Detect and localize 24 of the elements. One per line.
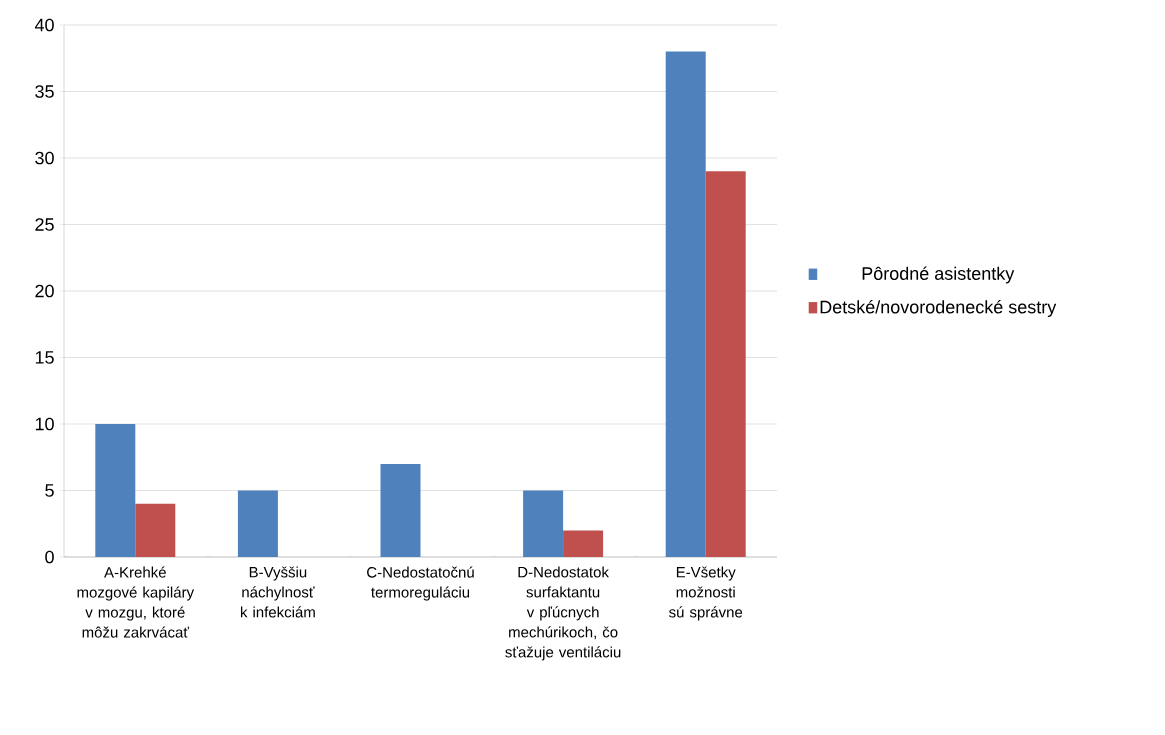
y-tick-label: 5 xyxy=(45,484,54,497)
y-tick-label: 25 xyxy=(35,218,54,231)
x-tick-label: E-Všetky možnosti sú správne xyxy=(669,566,743,621)
y-tick-label: 40 xyxy=(34,18,54,32)
bar xyxy=(665,51,706,557)
bar xyxy=(135,503,176,557)
y-tick-label: 0 xyxy=(45,550,54,564)
x-tick-label: C-Nedostatočnú termoreguláciu xyxy=(367,566,474,601)
bar xyxy=(380,463,421,557)
legend-label: Detské/novorodenecké sestry xyxy=(820,299,1057,317)
bar xyxy=(95,424,136,557)
y-tick-label: 15 xyxy=(35,351,54,364)
y-tick-label: 10 xyxy=(35,417,54,431)
x-tick-label: A-Krehké mozgové kapiláry v mozgu, ktoré môžu zakrvácať xyxy=(77,566,195,638)
text: Pôrodné asistentky xyxy=(862,266,1015,284)
x-tick-label: B-Vyššiu náchylnosť k infekciám xyxy=(240,566,315,618)
x-tick-label: D-Nedostatok surfaktantu v pľúcnych mechúrikoch, čo sťažuje ventiláciu xyxy=(505,566,621,661)
y-tick-label: 35 xyxy=(35,85,54,98)
y-tick-label: 30 xyxy=(35,151,54,165)
bar xyxy=(563,530,604,557)
bar xyxy=(237,490,278,557)
y-tick-label: 20 xyxy=(35,284,54,298)
bar xyxy=(523,490,564,557)
bar xyxy=(705,171,746,557)
